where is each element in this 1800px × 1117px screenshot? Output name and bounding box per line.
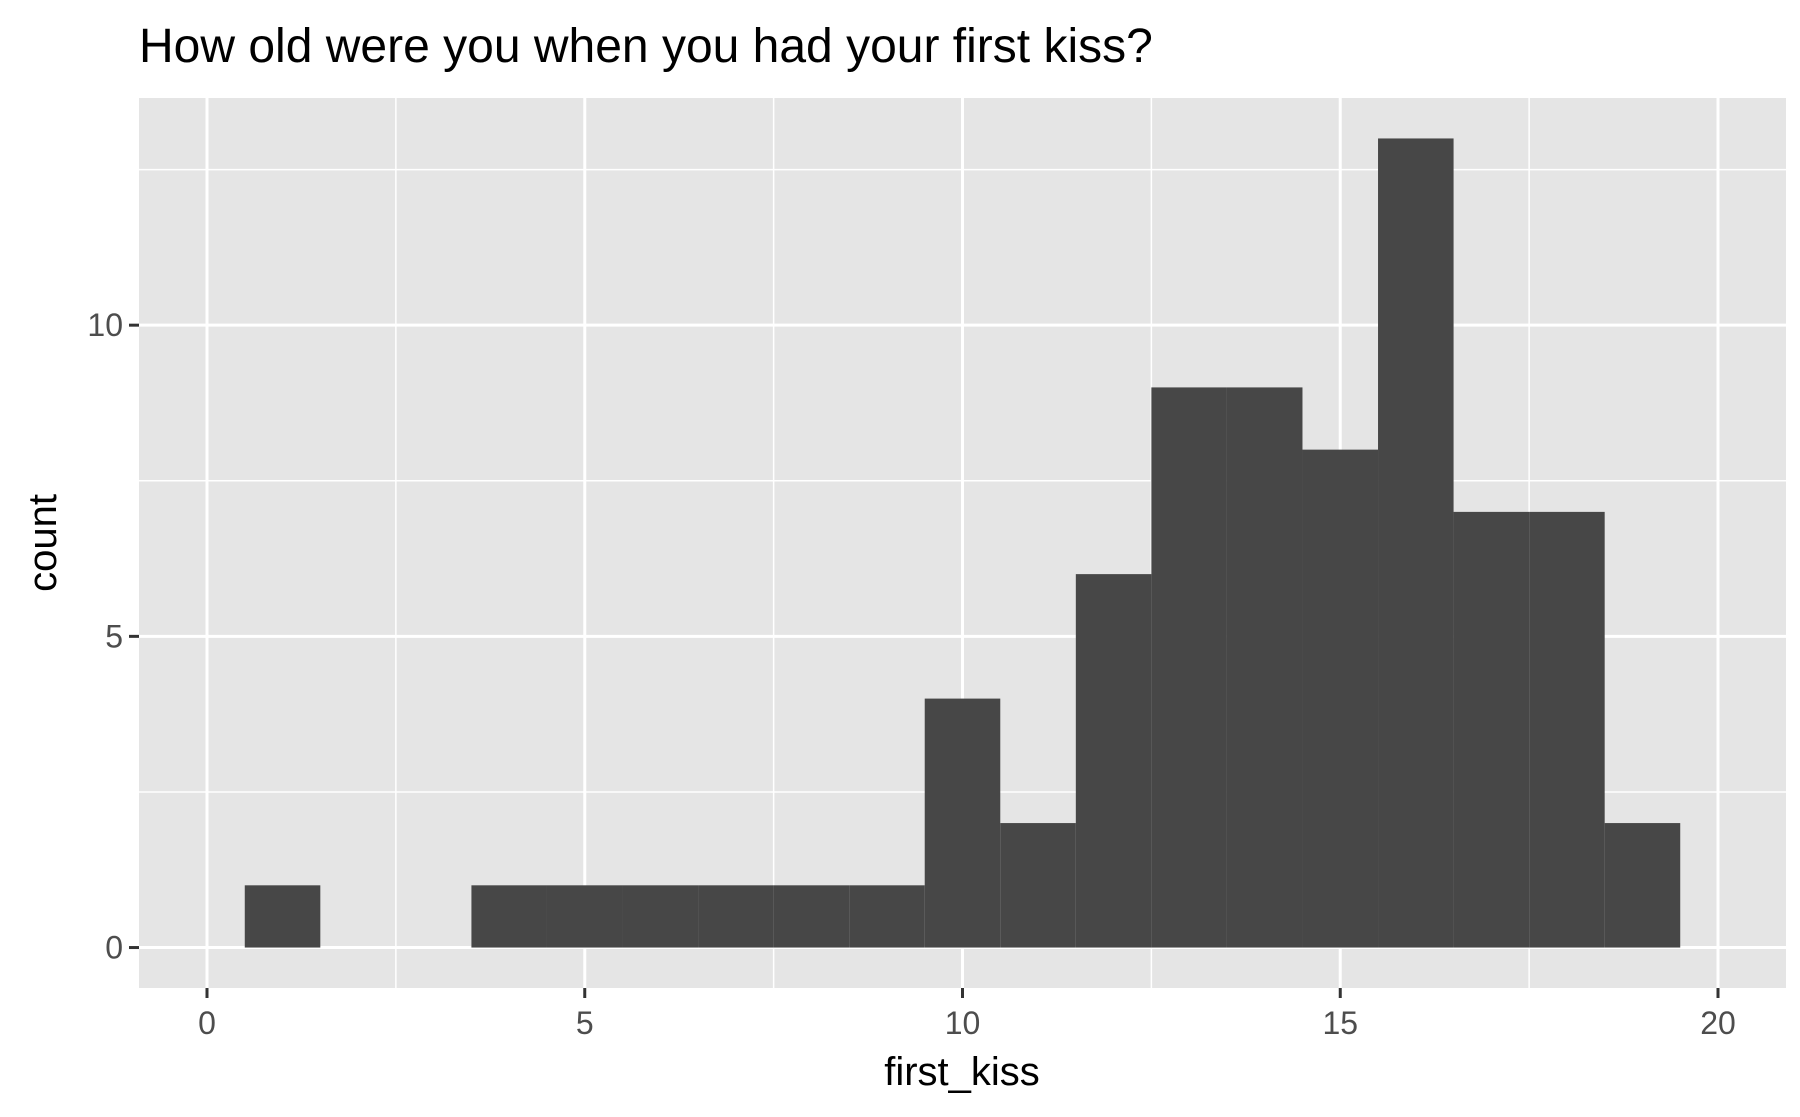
- histogram-bar-x10: [924, 698, 1001, 948]
- histogram-bar-x15: [1302, 449, 1379, 948]
- x-tick-label-0: 0: [198, 1005, 216, 1041]
- histogram-bar-x11: [1000, 823, 1076, 948]
- y-tick-label-0: 0: [105, 930, 123, 966]
- histogram-bar-x16: [1378, 138, 1454, 948]
- histogram-bar-x8: [773, 885, 850, 948]
- histogram-bar-x13: [1151, 387, 1227, 948]
- histogram-bar-x12: [1075, 574, 1152, 948]
- histogram-bar-x7: [698, 885, 774, 948]
- y-axis: 0 5 10: [87, 307, 139, 966]
- x-tick-label-4: 20: [1700, 1005, 1736, 1041]
- chart-title: How old were you when you had your first…: [139, 20, 1153, 73]
- histogram-bars: [244, 138, 1681, 948]
- x-axis-title: first_kiss: [884, 1050, 1040, 1094]
- histogram-bar-x5: [546, 885, 623, 948]
- histogram-bar-x18: [1529, 511, 1605, 948]
- histogram-bar-x4: [471, 885, 547, 948]
- x-tick-label-2: 10: [945, 1005, 981, 1041]
- y-tick-label-2: 10: [87, 307, 123, 343]
- x-tick-label-1: 5: [576, 1005, 594, 1041]
- histogram-bar-x14: [1226, 387, 1303, 948]
- histogram-bar-x6: [622, 885, 699, 948]
- histogram-bar-x17: [1453, 511, 1530, 948]
- histogram-bar-x19: [1604, 823, 1681, 948]
- x-axis: 0 5 10 15 20: [198, 988, 1736, 1041]
- histogram-bar-x9: [849, 885, 925, 948]
- y-axis-title: count: [21, 494, 65, 592]
- y-tick-label-1: 5: [105, 618, 123, 654]
- histogram-bar-x1: [244, 885, 321, 948]
- x-tick-label-3: 15: [1322, 1005, 1358, 1041]
